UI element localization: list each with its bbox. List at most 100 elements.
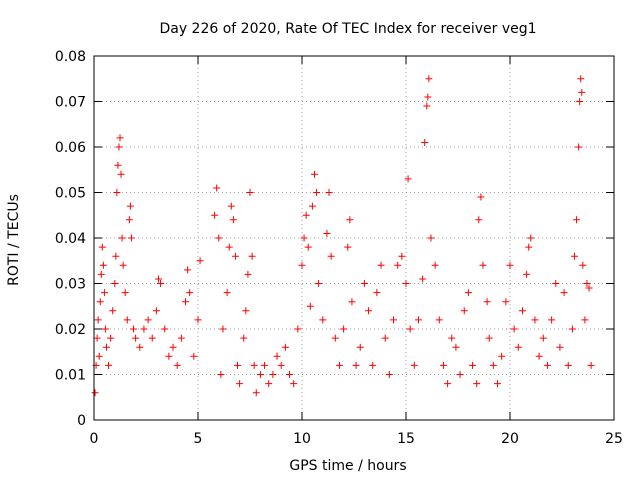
data-point [115, 143, 123, 151]
data-point [398, 252, 406, 260]
y-tick-label: 0.07 [55, 95, 86, 111]
data-point [319, 316, 327, 324]
data-point [306, 302, 314, 310]
data-point [132, 334, 140, 342]
data-point [506, 261, 514, 269]
x-tick-label: 20 [501, 431, 519, 447]
data-point [102, 343, 110, 351]
data-point [394, 261, 402, 269]
x-tick-label: 0 [90, 431, 99, 447]
data-point [269, 371, 277, 378]
data-point [117, 170, 125, 178]
data-point [227, 202, 235, 210]
data-point [165, 352, 173, 360]
data-point [184, 266, 192, 274]
data-point [552, 280, 560, 287]
data-point [294, 325, 302, 333]
data-point [290, 380, 298, 388]
data-point [125, 216, 133, 224]
data-point [219, 325, 227, 333]
data-point [248, 252, 256, 260]
data-point [136, 343, 144, 351]
data-point [518, 307, 526, 315]
y-tick-label: 0.08 [55, 49, 86, 65]
data-point [114, 161, 122, 169]
data-point [419, 275, 427, 283]
x-tick-label: 10 [293, 431, 311, 447]
data-point [573, 216, 581, 224]
data-point [304, 243, 312, 251]
data-point [327, 252, 335, 260]
data-point [564, 361, 572, 369]
data-point [186, 289, 194, 297]
y-tick-label: 0.02 [55, 322, 86, 338]
data-point [144, 316, 152, 324]
data-point [148, 334, 156, 342]
data-point [473, 380, 481, 388]
chart-title: Day 226 of 2020, Rate Of TEC Index for r… [159, 21, 536, 37]
data-point [234, 361, 242, 369]
data-point [256, 371, 264, 378]
data-point [213, 184, 221, 192]
data-point [452, 343, 460, 351]
data-point [119, 261, 127, 269]
x-tick-label: 15 [397, 431, 415, 447]
data-point [543, 361, 551, 369]
data-point [556, 343, 564, 351]
data-point [377, 261, 385, 269]
y-tick-label: 0.05 [55, 186, 86, 202]
data-point [570, 252, 578, 260]
data-point [211, 211, 219, 219]
y-tick-label: 0 [77, 413, 86, 429]
data-point [456, 371, 464, 378]
data-point [325, 189, 333, 196]
data-point [568, 325, 576, 333]
y-tick-label: 0.01 [55, 368, 86, 384]
data-point [535, 352, 543, 360]
data-point [425, 75, 433, 83]
data-point [100, 289, 108, 297]
y-axis-label: ROTI / TECUs [6, 194, 22, 286]
data-point [335, 361, 343, 369]
data-point [385, 371, 393, 378]
data-point [414, 316, 422, 324]
data-point [514, 343, 522, 351]
data-point [523, 270, 531, 278]
data-point [242, 307, 250, 315]
data-point [575, 143, 583, 151]
data-point [390, 316, 398, 324]
data-point [313, 189, 321, 196]
data-point [223, 289, 231, 297]
x-tick-labels: 0 5 10 15 20 25 [90, 431, 623, 447]
data-point [298, 261, 306, 269]
data-point [99, 261, 107, 269]
data-point [105, 361, 113, 369]
data-point [225, 243, 233, 251]
data-point [585, 284, 593, 292]
data-point [95, 352, 103, 360]
data-point [101, 325, 109, 333]
data-point [406, 325, 414, 333]
data-point [365, 307, 373, 315]
data-point [460, 307, 468, 315]
data-point [583, 280, 591, 287]
data-point [576, 98, 584, 105]
data-points [91, 75, 595, 397]
data-point [489, 361, 497, 369]
data-point [423, 102, 431, 110]
data-point [109, 307, 117, 315]
data-point [435, 316, 443, 324]
data-point [118, 234, 126, 242]
axis-ticks [93, 55, 615, 421]
data-point [308, 202, 316, 210]
y-tick-label: 0.04 [55, 231, 86, 247]
data-point [169, 343, 177, 351]
data-point [410, 361, 418, 369]
data-point [217, 371, 225, 378]
data-point [525, 243, 533, 251]
data-point [140, 325, 148, 333]
data-point [475, 216, 483, 224]
data-point [196, 257, 204, 265]
y-tick-labels: 0 0.01 0.02 0.03 0.04 0.05 0.06 0.07 0.08 [55, 49, 86, 429]
